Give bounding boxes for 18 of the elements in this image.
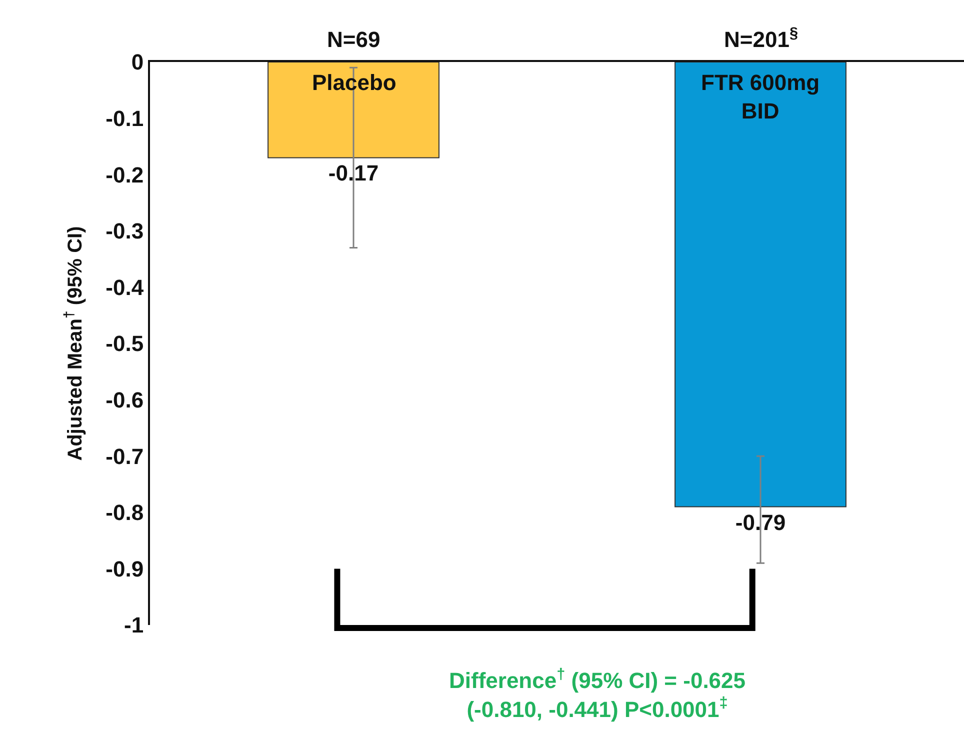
data-label: -0.79 (735, 510, 786, 535)
text: Difference$^{†}$ (95% CI) = -0.625 (-0.810, -0.441) P<0.0001$^{‡}$ (449, 666, 746, 722)
y-tick-label: -0.1 (106, 106, 144, 131)
y-tick-label: -0.9 (106, 556, 144, 582)
y-tick-label: -0.8 (106, 500, 144, 526)
annotation: N=201$^{§}$ (724, 25, 798, 52)
y-tick-label: -0.5 (106, 331, 144, 356)
y-tick-label: -0.6 (106, 388, 144, 412)
y-tick-label: -0.4 (106, 274, 144, 300)
x-tick-label: FTR 600mg BID (701, 70, 820, 124)
y-tick-label: -0.2 (106, 162, 144, 188)
y-tick-label: -0.7 (106, 444, 144, 469)
y-tick-label: -1 (124, 612, 144, 638)
annotation: N=69 (327, 27, 380, 52)
y-tick-label: 0 (131, 50, 144, 75)
y-tick-label: -0.3 (106, 218, 144, 244)
x-tick-label: Placebo (312, 70, 396, 95)
data-label: -0.17 (328, 160, 379, 186)
